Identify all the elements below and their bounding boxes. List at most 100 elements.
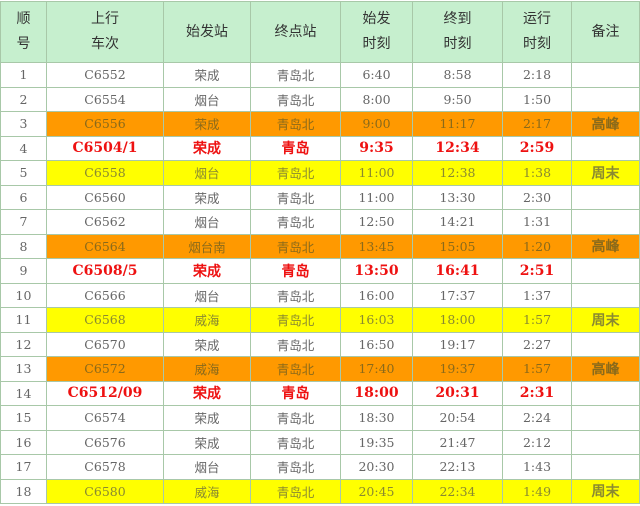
duration-cell: 2:24 [502, 405, 572, 431]
train-cell: C6578 [46, 454, 164, 480]
train-cell: C6570 [46, 331, 164, 357]
origin-cell: 烟台 [163, 209, 251, 235]
arrival-cell: 9:50 [412, 86, 503, 112]
remark-cell [571, 331, 640, 357]
origin-cell: 荣成 [163, 62, 251, 88]
remark-cell [571, 135, 640, 161]
arrival-cell: 18:00 [412, 307, 503, 333]
train-cell: C6508/5 [46, 258, 164, 284]
duration-cell: 2:18 [502, 62, 572, 88]
seq-cell: 12 [0, 331, 47, 357]
table-row: 16 C6576 荣成 青岛北 19:35 21:47 2:12 [0, 429, 640, 455]
arrival-cell: 22:13 [412, 454, 503, 480]
seq-cell: 4 [0, 135, 47, 161]
remark-cell: 高峰 [571, 356, 640, 382]
train-cell: C6566 [46, 282, 164, 308]
table-row: 6 C6560 荣成 青岛北 11:00 13:30 2:30 [0, 184, 640, 210]
destination-cell: 青岛北 [250, 160, 341, 186]
arrival-cell: 12:38 [412, 160, 503, 186]
departure-cell: 11:00 [340, 184, 413, 210]
origin-cell: 威海 [163, 307, 251, 333]
remark-cell [571, 209, 640, 235]
remark-cell [571, 62, 640, 88]
departure-cell: 17:40 [340, 356, 413, 382]
remark-cell [571, 380, 640, 406]
destination-cell: 青岛北 [250, 62, 341, 88]
table-row: 10 C6566 烟台 青岛北 16:00 17:37 1:37 [0, 282, 640, 308]
departure-cell: 13:45 [340, 233, 413, 259]
seq-cell: 8 [0, 233, 47, 259]
duration-cell: 1:49 [502, 478, 572, 504]
table-row: 1 C6552 荣成 青岛北 6:40 8:58 2:18 [0, 62, 640, 88]
header-origin: 始发站 [163, 1, 251, 63]
departure-cell: 16:50 [340, 331, 413, 357]
destination-cell: 青岛北 [250, 86, 341, 112]
remark-cell [571, 86, 640, 112]
departure-cell: 13:50 [340, 258, 413, 284]
destination-cell: 青岛北 [250, 429, 341, 455]
origin-cell: 荣成 [163, 184, 251, 210]
seq-cell: 9 [0, 258, 47, 284]
origin-cell: 威海 [163, 356, 251, 382]
origin-cell: 烟台南 [163, 233, 251, 259]
duration-cell: 1:57 [502, 356, 572, 382]
train-cell: C6564 [46, 233, 164, 259]
remark-cell: 周末 [571, 307, 640, 333]
train-cell: C6576 [46, 429, 164, 455]
duration-cell: 1:38 [502, 160, 572, 186]
origin-cell: 荣成 [163, 380, 251, 406]
destination-cell: 青岛北 [250, 233, 341, 259]
table-row: 18 C6580 威海 青岛北 20:45 22:34 1:49 周末 [0, 478, 640, 504]
train-cell: C6558 [46, 160, 164, 186]
origin-cell: 烟台 [163, 282, 251, 308]
remark-cell [571, 282, 640, 308]
duration-cell: 1:37 [502, 282, 572, 308]
duration-cell: 2:59 [502, 135, 572, 161]
departure-cell: 6:40 [340, 62, 413, 88]
train-cell: C6556 [46, 111, 164, 137]
departure-cell: 9:35 [340, 135, 413, 161]
seq-cell: 15 [0, 405, 47, 431]
destination-cell: 青岛北 [250, 356, 341, 382]
departure-cell: 20:30 [340, 454, 413, 480]
destination-cell: 青岛 [250, 380, 341, 406]
duration-cell: 2:27 [502, 331, 572, 357]
origin-cell: 烟台 [163, 454, 251, 480]
duration-cell: 1:43 [502, 454, 572, 480]
destination-cell: 青岛北 [250, 454, 341, 480]
destination-cell: 青岛北 [250, 111, 341, 137]
duration-cell: 2:12 [502, 429, 572, 455]
destination-cell: 青岛北 [250, 282, 341, 308]
duration-cell: 1:50 [502, 86, 572, 112]
arrival-cell: 19:17 [412, 331, 503, 357]
destination-cell: 青岛北 [250, 405, 341, 431]
header-duration: 运行 时刻 [502, 1, 572, 63]
remark-cell [571, 405, 640, 431]
train-cell: C6572 [46, 356, 164, 382]
seq-cell: 18 [0, 478, 47, 504]
origin-cell: 荣成 [163, 331, 251, 357]
departure-cell: 18:30 [340, 405, 413, 431]
origin-cell: 荣成 [163, 258, 251, 284]
arrival-cell: 20:31 [412, 380, 503, 406]
table-row: 17 C6578 烟台 青岛北 20:30 22:13 1:43 [0, 454, 640, 480]
duration-cell: 2:51 [502, 258, 572, 284]
destination-cell: 青岛北 [250, 307, 341, 333]
arrival-cell: 12:34 [412, 135, 503, 161]
departure-cell: 16:00 [340, 282, 413, 308]
remark-cell: 周末 [571, 160, 640, 186]
train-cell: C6554 [46, 86, 164, 112]
table-row: 15 C6574 荣成 青岛北 18:30 20:54 2:24 [0, 405, 640, 431]
departure-cell: 18:00 [340, 380, 413, 406]
arrival-cell: 13:30 [412, 184, 503, 210]
seq-cell: 3 [0, 111, 47, 137]
arrival-cell: 21:47 [412, 429, 503, 455]
departure-cell: 11:00 [340, 160, 413, 186]
departure-cell: 20:45 [340, 478, 413, 504]
train-cell: C6552 [46, 62, 164, 88]
duration-cell: 2:31 [502, 380, 572, 406]
arrival-cell: 15:05 [412, 233, 503, 259]
seq-cell: 10 [0, 282, 47, 308]
departure-cell: 12:50 [340, 209, 413, 235]
